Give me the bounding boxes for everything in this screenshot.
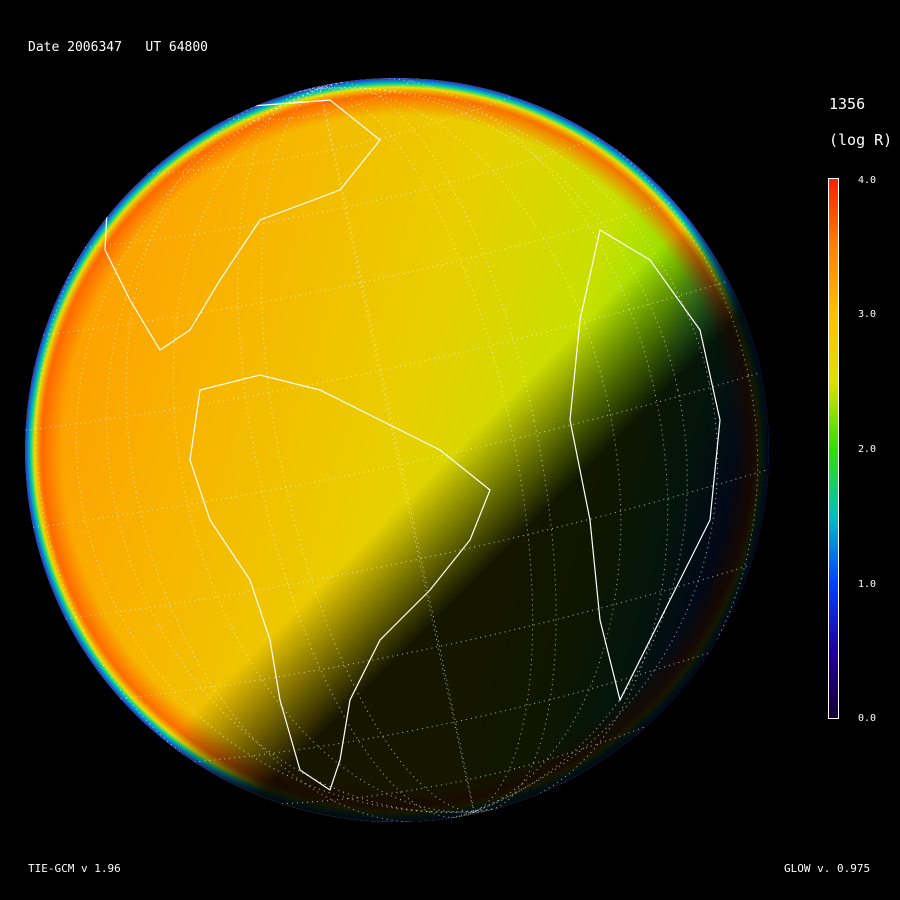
- meridian-line: [172, 78, 669, 813]
- meridian-line: [260, 82, 557, 813]
- model-version-label: TIE-GCM v 1.96: [28, 862, 121, 875]
- africa-outline: [569, 229, 721, 702]
- meridian-line: [25, 87, 719, 822]
- glow-version-label: GLOW v. 0.975: [784, 862, 871, 875]
- coastlines: [104, 99, 721, 791]
- north-america-outline: [104, 99, 381, 351]
- colorbar-tick: 0.0: [858, 713, 877, 724]
- parallel-line: [148, 95, 513, 175]
- date-label: Date 2006347 UT 64800: [28, 40, 209, 55]
- colorbar: [828, 178, 839, 719]
- night-side: [25, 78, 769, 822]
- colorbar-tick: 1.0: [858, 579, 877, 590]
- colorbar-title: 1356: [829, 95, 866, 113]
- meridian-line: [125, 87, 622, 822]
- meridian-line: [319, 85, 475, 815]
- meridian-line: [35, 86, 688, 822]
- colorbar-units: (log R): [829, 131, 893, 149]
- meridian-line: [237, 87, 534, 818]
- colorbar-tick: 4.0: [858, 175, 877, 186]
- south-america-outline: [189, 374, 491, 791]
- colorbar-tick: 2.0: [858, 444, 877, 455]
- colorbar-tick: 3.0: [858, 309, 877, 320]
- meridian-line: [106, 78, 759, 814]
- parallel-line: [282, 725, 647, 805]
